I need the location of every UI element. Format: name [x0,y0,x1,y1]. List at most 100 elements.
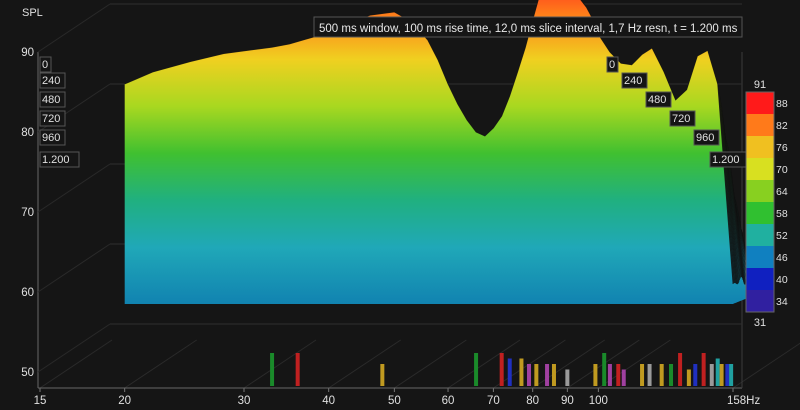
marker-bar [669,364,674,386]
marker-bar [270,353,275,386]
y-tick-label: 90 [21,47,34,59]
marker-bar [678,353,683,386]
time-label-text: 960 [42,132,60,144]
colorbar-tick-label: 34 [776,296,788,308]
time-label-text: 1.200 [42,154,70,166]
y-tick-label: 50 [21,367,34,379]
x-tick-label: 70 [487,395,500,407]
colorbar-tick-label: 64 [776,186,788,198]
time-label: 720 [39,110,66,127]
time-label: 480 [39,91,66,108]
colorbar-segment [746,114,774,137]
x-axis-ticks: 15 20 30 40 50 60 70 80 90 100 158Hz [34,395,761,407]
colorbar-segment [746,202,774,225]
marker-bar [474,353,479,386]
marker-bar [729,364,734,386]
x-tick-label: 60 [442,395,455,407]
time-label-text: 0 [42,59,48,71]
time-label: 1.200 [709,151,750,168]
marker-bar [621,369,626,386]
time-label-text: 480 [42,94,60,106]
marker-bar [593,364,598,386]
grid [37,52,800,392]
marker-bar [602,353,607,386]
colorbar-min-label: 31 [754,317,766,329]
marker-bar [534,364,539,386]
x-tick-label: 80 [526,395,539,407]
y-tick-label: 70 [21,207,34,219]
colorbar-segment [746,246,774,269]
marker-bar [686,369,691,386]
colorbar-tick-label: 88 [776,98,788,110]
x-tick-label: 158Hz [727,395,760,407]
info-box: 500 ms window, 100 ms rise time, 12,0 ms… [313,16,743,38]
marker-bar [693,364,698,386]
colorbar-segment [746,136,774,159]
marker-bar [545,364,550,386]
x-tick-label: 15 [34,395,47,407]
time-label-text: 0 [609,59,615,71]
marker-bar [507,358,512,386]
time-label: 1.200 [39,151,80,168]
colorbar-tick-label: 46 [776,252,788,264]
marker-bar [295,353,300,386]
colorbar-segment [746,268,774,291]
time-label: 960 [693,129,720,146]
marker-bar [709,364,714,386]
marker-bar [647,364,652,386]
time-label-text: 720 [42,113,60,125]
time-label-text: 960 [696,132,714,144]
colorbar-segment [746,180,774,203]
time-label: 0 [39,56,52,73]
marker-bar [551,364,556,386]
marker-bar [565,369,570,386]
waterfall-surface [124,0,758,304]
time-label-text: 720 [672,113,690,125]
time-label: 960 [39,129,66,146]
info-text: 500 ms window, 100 ms rise time, 12,0 ms… [319,23,738,35]
time-label: 240 [621,72,648,89]
marker-bars [270,353,734,386]
time-label: 0 [606,56,619,73]
marker-bar [526,364,531,386]
time-label-text: 480 [648,94,666,106]
y-tick-label: 60 [21,287,34,299]
y-tick-label: 80 [21,127,34,139]
marker-bar [380,364,385,386]
waterfall-slice-fill [124,0,733,304]
y-axis-label: SPL [22,7,43,19]
x-tick-label: 20 [118,395,131,407]
marker-bar [701,353,706,386]
colorbar-max-label: 91 [754,79,766,91]
time-labels: 0 0 240 240 480 480 720 720 960 960 1.200 1.200 [39,56,750,168]
colorbar: 91 31 88 82 76 70 64 58 52 46 40 34 [745,79,788,329]
colorbar-tick-label: 76 [776,142,788,154]
marker-bar [659,364,664,386]
colorbar-frame [745,91,775,313]
colorbar-tick-label: 58 [776,208,788,220]
marker-bar [499,353,504,386]
colorbar-tick-label: 40 [776,274,788,286]
colorbar-segment [746,224,774,247]
x-tick-label: 30 [238,395,251,407]
x-tick-label: 90 [561,395,574,407]
time-label-text: 1.200 [712,154,740,166]
x-tick-label: 100 [589,395,608,407]
colorbar-tick-label: 70 [776,164,788,176]
colorbar-segment [746,92,774,115]
time-label: 240 [39,72,66,89]
marker-bar [725,364,730,386]
marker-bar [519,358,524,386]
time-label: 480 [645,91,672,108]
colorbar-segment [746,158,774,181]
marker-bar [719,364,724,386]
x-tick-label: 40 [322,395,335,407]
y-axis-ticks: 1301201101009080706050 [21,47,34,379]
colorbar-tick-label: 52 [776,230,788,242]
x-tick-label: 50 [388,395,401,407]
colorbar-tick-label: 82 [776,120,788,132]
marker-bar [640,364,645,386]
colorbar-segment [746,290,774,313]
time-label-text: 240 [624,75,642,87]
